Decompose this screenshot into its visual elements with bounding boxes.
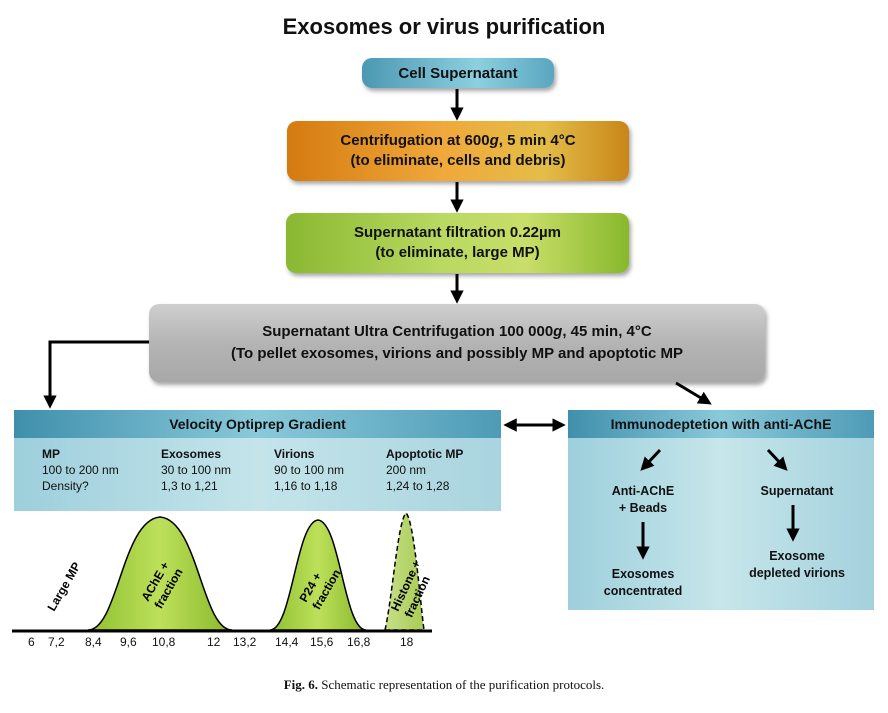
tick-label: 12 [207,635,221,649]
arrow-immuno-left [640,448,662,471]
velocity-gradient-header: Velocity Optiprep Gradient [14,410,501,438]
immunodepletion-panel: Anti-AChE + Beads Exosomes concentrated Su… [568,438,874,610]
tick-label: 15,6 [310,635,334,649]
tick-label: 13,2 [233,635,257,649]
ultracentrifugation-line1: Supernatant Ultra Centrifugation 100 000… [262,323,652,340]
tick-label: 14,4 [275,635,299,649]
caption-label: Fig. 6. [283,677,319,692]
tick-label: 7,2 [48,635,65,649]
filtration-line1: Supernatant filtration 0.22µm [353,224,561,241]
cell-supernatant-box: Cell Supernatant [362,58,554,88]
cell-supernatant-label: Cell Supernatant [398,64,518,82]
arrow-ultra-to-velocity [43,340,149,409]
tick-label: 8,4 [85,635,102,649]
exosomes-concentrated-label: Exosomes concentrated [603,567,683,598]
column-apoptotic-mp: Apoptotic MP 200 nm 1,24 to 1,28 [386,447,464,493]
column-virions: Virions 90 to 100 nm 1,16 to 1,18 [274,447,345,493]
figure-caption: Fig. 6. Schematic representation of the … [0,677,888,693]
exosome-depleted-virions-label: Exosome depleted virions [749,549,845,580]
tick-label: 18 [400,635,414,649]
tick-label: 9,6 [120,635,137,649]
velocity-gradient-table: MP 100 to 200 nm Density? Exosomes 30 to… [14,438,501,511]
ultracentrifugation-box: Supernatant Ultra Centrifugation 100 000… [149,304,765,382]
filtration-box: Supernatant filtration 0.22µm (to elimin… [286,213,629,273]
centrifugation-line1: Centrifugation at 600g, 5 min 4°C [340,132,576,149]
immunodepletion-header: Immunodeptetion with anti-AChE [568,410,874,438]
arrow-ultra-to-immuno [675,381,712,405]
filtration-line2: (to eliminate, large MP) [375,244,540,261]
tick-label: 16,8 [347,635,371,649]
column-exosomes: Exosomes 30 to 100 nm 1,3 to 1,21 [161,447,232,493]
arrow-immuno-right [766,448,788,471]
supernatant-label: Supernatant [760,484,834,498]
column-mp: MP 100 to 200 nm Density? [42,447,119,493]
tick-label: 10,8 [152,635,176,649]
ultracentrifugation-line2: (To pellet exosomes, virions and possibl… [230,345,684,362]
large-mp-label: Large MP [44,560,83,614]
peak-p24 [269,519,367,631]
peak-ache [87,516,233,631]
centrifugation-box: Centrifugation at 600g, 5 min 4°C (to el… [287,121,629,181]
tick-label: 6 [28,635,35,649]
peak-histone [384,511,425,631]
anti-ache-beads-label: Anti-AChE + Beads [611,484,675,515]
diagram-title: Exosomes or virus purification [282,14,606,39]
caption-text: Schematic representation of the purifica… [318,677,605,692]
centrifugation-line2: (to eliminate, cells and debris) [350,152,566,169]
